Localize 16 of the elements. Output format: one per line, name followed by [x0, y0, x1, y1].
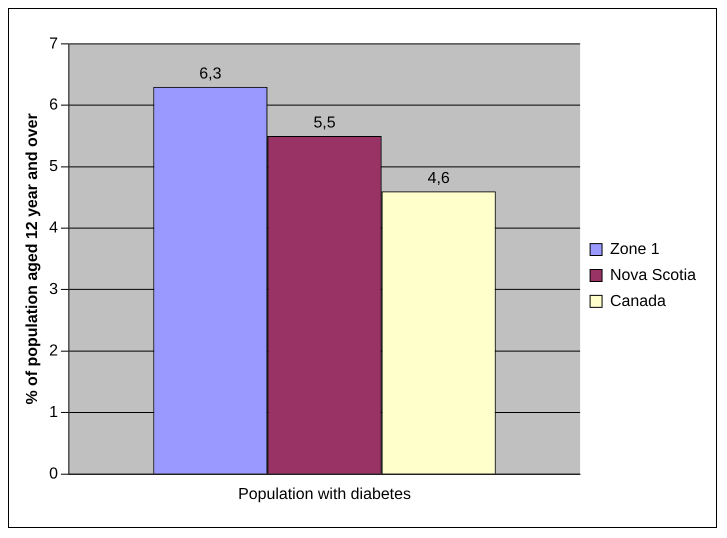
y-tick-label: 5	[49, 158, 58, 176]
legend-label: Nova Scotia	[610, 266, 696, 284]
y-tick-label: 0	[49, 465, 58, 482]
y-axis-title: % of population aged 12 year and over	[24, 113, 41, 405]
data-label: 6,3	[199, 65, 222, 82]
data-label: 4,6	[428, 170, 450, 187]
y-tick-label: 3	[49, 281, 58, 298]
legend-label: Canada	[610, 292, 666, 310]
y-tick-label: 1	[49, 404, 58, 421]
y-tick-label: 2	[49, 342, 58, 360]
x-tick-label: Population with diabetes	[238, 486, 411, 503]
y-tick-label: 4	[49, 220, 58, 237]
y-tick-label: 6	[49, 96, 58, 114]
y-tick-label: 7	[49, 35, 58, 52]
legend-label: Zone 1	[610, 240, 660, 258]
data-label: 5,5	[313, 114, 336, 132]
